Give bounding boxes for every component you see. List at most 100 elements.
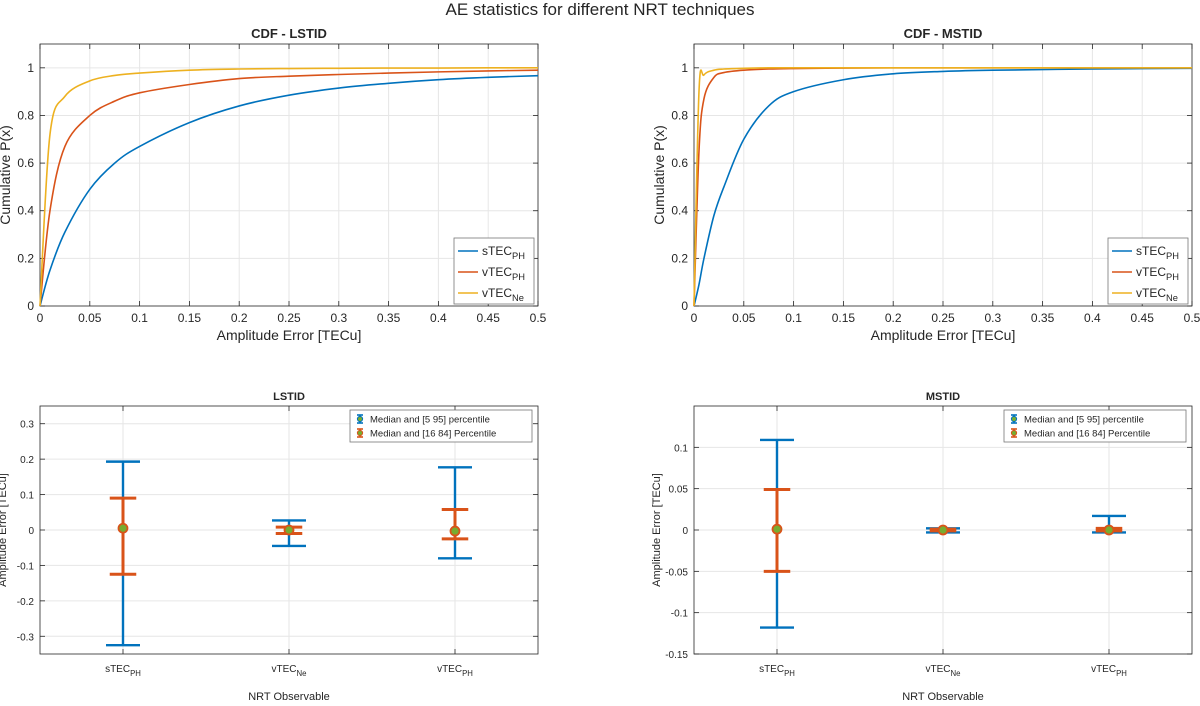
legend-box <box>1003 409 1187 443</box>
x-tick-label: sTECPH <box>759 664 795 678</box>
x-tick-label: 0.15 <box>178 311 202 325</box>
cdf-lstid: 0 0.05 0.1 0.15 0.2 0.25 0.3 0.35 0.4 0.45 0.5 0 0.2… <box>0 26 547 343</box>
x-tick-label: 0.1 <box>131 311 148 325</box>
y-axis-label: Cumulative P(x) <box>0 125 13 225</box>
y-axis-label: Cumulative P(x) <box>651 125 667 225</box>
cdf-mstid: 0 0.05 0.1 0.15 0.2 0.25 0.3 0.35 0.4 0.45 0.5 0 0.2… <box>651 26 1200 343</box>
x-tick-label: vTECNe <box>926 664 961 678</box>
y-tick-label: -0.2 <box>17 597 35 608</box>
legend-entry: Median and [5 95] percentile <box>370 415 490 426</box>
legend: sTECPH vTECPH vTECNe <box>453 237 535 305</box>
median-marker-vtec-ne <box>283 524 295 536</box>
x-tick-label: 0.3 <box>330 311 347 325</box>
x-tick-label: vTECPH <box>1091 664 1127 678</box>
figure-title: AE statistics for different NRT techniqu… <box>445 0 755 19</box>
x-axis-label: NRT Observable <box>902 691 984 703</box>
y-tick-label: 0.3 <box>20 420 34 431</box>
x-tick-label: 0.3 <box>984 311 1001 325</box>
series-line-vtec-ne <box>693 66 1192 307</box>
y-tick-label: -0.05 <box>665 567 688 578</box>
series-line-vtec-ph <box>39 69 539 307</box>
y-tick-label: 0.4 <box>17 204 34 218</box>
y-tick-label: 0 <box>28 526 34 537</box>
median-marker-stec-ph <box>771 523 783 535</box>
y-tick-label: 0.8 <box>671 108 688 122</box>
median-marker-vtec-ph <box>1103 524 1115 536</box>
y-tick-label: -0.1 <box>17 561 35 572</box>
series-line-stec-ph <box>39 74 539 307</box>
legend-entry: vTECPH <box>482 265 525 282</box>
y-tick-label: 0.1 <box>20 491 34 502</box>
chart-title: MSTID <box>926 391 960 403</box>
x-tick-label: 0.35 <box>1031 311 1055 325</box>
legend: Median and [5 95] percentile Median and [… <box>1003 409 1187 443</box>
x-tick-label: 0.4 <box>1084 311 1101 325</box>
y-tick-label: 0.6 <box>17 156 34 170</box>
y-tick-label: -0.3 <box>17 632 35 643</box>
x-tick-label: 0.35 <box>377 311 401 325</box>
y-tick-label: 0.2 <box>671 251 688 265</box>
median-marker-vtec-ph <box>449 525 461 537</box>
chart-title: CDF - MSTID <box>904 26 983 41</box>
median-marker-stec-ph <box>117 522 129 534</box>
legend-marker <box>1010 429 1018 437</box>
x-tick-label: 0.05 <box>732 311 756 325</box>
x-tick-label: 0.5 <box>530 311 547 325</box>
x-tick-label: 0 <box>37 311 44 325</box>
x-axis-label: Amplitude Error [TECu] <box>217 327 362 343</box>
legend-marker <box>356 429 364 437</box>
errorbar-mstid: sTECPH vTECNe vTECPH -0.15 -0.1 -0.05 0 0.05 0.1… <box>651 391 1193 703</box>
legend-entry: Median and [16 84] Percentile <box>370 429 496 440</box>
x-tick-label: vTECNe <box>272 664 307 678</box>
series-line-vtec-ne <box>39 67 539 307</box>
x-tick-label: vTECPH <box>437 664 473 678</box>
x-axis-label: Amplitude Error [TECu] <box>871 327 1016 343</box>
legend-entry: sTECPH <box>482 244 525 261</box>
chart-title: LSTID <box>273 391 305 403</box>
y-tick-label: 1 <box>681 61 688 75</box>
x-tick-label: 0.2 <box>231 311 248 325</box>
x-axis-label: NRT Observable <box>248 691 330 703</box>
legend-entry: vTECNe <box>1136 286 1178 303</box>
y-tick-label: 0.2 <box>17 251 34 265</box>
legend-box <box>349 409 533 443</box>
errorbar-lstid: sTECPH vTECNe vTECPH -0.3 -0.2 -0.1 0 0.1 0.2 0.3… <box>0 391 539 703</box>
x-tick-label: 0.2 <box>885 311 902 325</box>
chart-title: CDF - LSTID <box>251 26 327 41</box>
series-line-stec-ph <box>693 67 1193 307</box>
x-tick-label: 0.25 <box>931 311 955 325</box>
y-tick-label: 1 <box>27 61 34 75</box>
y-axis-label: Amplitude Error [TECu] <box>0 473 9 587</box>
legend-entry: Median and [16 84] Percentile <box>1024 429 1150 440</box>
y-tick-label: -0.1 <box>671 609 689 620</box>
legend: sTECPH vTECPH vTECNe <box>1107 237 1189 305</box>
legend-entry: vTECNe <box>482 286 524 303</box>
x-tick-label: 0.5 <box>1184 311 1200 325</box>
legend-entry: Median and [5 95] percentile <box>1024 415 1144 426</box>
x-tick-label: 0.15 <box>832 311 856 325</box>
y-tick-label: 0.6 <box>671 156 688 170</box>
legend: Median and [5 95] percentile Median and [… <box>349 409 533 443</box>
x-tick-label: sTECPH <box>105 664 141 678</box>
x-tick-label: 0.05 <box>78 311 102 325</box>
y-tick-label: 0 <box>682 526 688 537</box>
x-tick-label: 0.45 <box>1131 311 1155 325</box>
legend-marker <box>356 415 364 423</box>
y-axis-label: Amplitude Error [TECu] <box>651 473 663 587</box>
y-tick-label: 0.1 <box>674 443 688 454</box>
legend-marker <box>1010 415 1018 423</box>
y-tick-label: -0.15 <box>665 650 688 661</box>
y-tick-label: 0.2 <box>20 455 34 466</box>
legend-entry: vTECPH <box>1136 265 1179 282</box>
x-tick-label: 0.45 <box>477 311 501 325</box>
median-marker-vtec-ne <box>937 524 949 536</box>
x-tick-label: 0.25 <box>277 311 301 325</box>
y-tick-label: 0.8 <box>17 108 34 122</box>
x-tick-label: 0 <box>691 311 698 325</box>
y-tick-label: 0 <box>681 299 688 313</box>
legend-entry: sTECPH <box>1136 244 1179 261</box>
y-tick-label: 0.4 <box>671 204 688 218</box>
y-tick-label: 0 <box>27 299 34 313</box>
y-tick-label: 0.05 <box>669 485 689 496</box>
